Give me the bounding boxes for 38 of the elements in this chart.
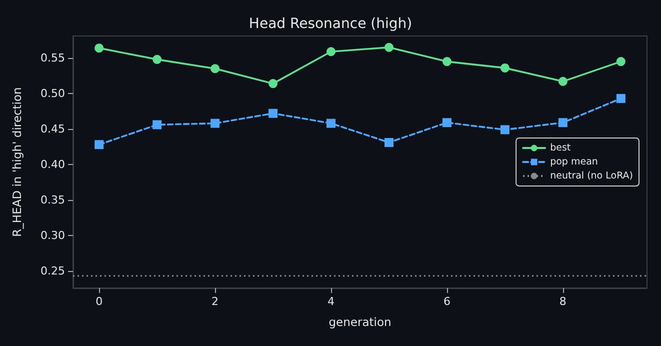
point [326, 118, 336, 128]
y-tick-label: 0.45 [40, 122, 65, 136]
point [268, 79, 278, 88]
x-tick-label: 8 [559, 295, 566, 308]
point [558, 76, 568, 86]
point [94, 44, 104, 53]
y-tick-label: 0.50 [40, 87, 65, 100]
point [384, 138, 394, 147]
y-tick-label: 0.40 [40, 158, 65, 171]
point [384, 42, 394, 52]
point [210, 118, 220, 128]
point [442, 57, 452, 66]
point [152, 120, 162, 130]
y-tick-label: 0.30 [40, 228, 65, 242]
y-axis-title: R_HEAD in 'high' direction [10, 87, 24, 237]
y-tick-label: 0.35 [40, 193, 65, 206]
point [94, 140, 104, 150]
point [326, 47, 336, 56]
point [616, 57, 626, 66]
x-axis-title: generation [328, 315, 392, 329]
legend-label: neutral (no LoRA) [550, 170, 634, 182]
y-tick-label: 0.55 [40, 52, 65, 65]
x-tick-label: 2 [212, 295, 219, 308]
x-tick-label: 4 [328, 295, 335, 308]
chart-title: Head Resonance (high) [248, 16, 412, 32]
point [210, 64, 220, 74]
x-tick-label: 0 [96, 295, 103, 308]
point [616, 94, 626, 103]
point [152, 54, 162, 64]
legend-label: best [550, 142, 571, 154]
x-tick-label: 6 [443, 295, 450, 308]
point [558, 118, 568, 128]
legend-label: pop mean [550, 156, 598, 168]
point [500, 63, 510, 72]
point [442, 118, 452, 128]
point [268, 108, 278, 118]
y-tick-label: 0.25 [40, 264, 65, 278]
point [500, 125, 510, 134]
